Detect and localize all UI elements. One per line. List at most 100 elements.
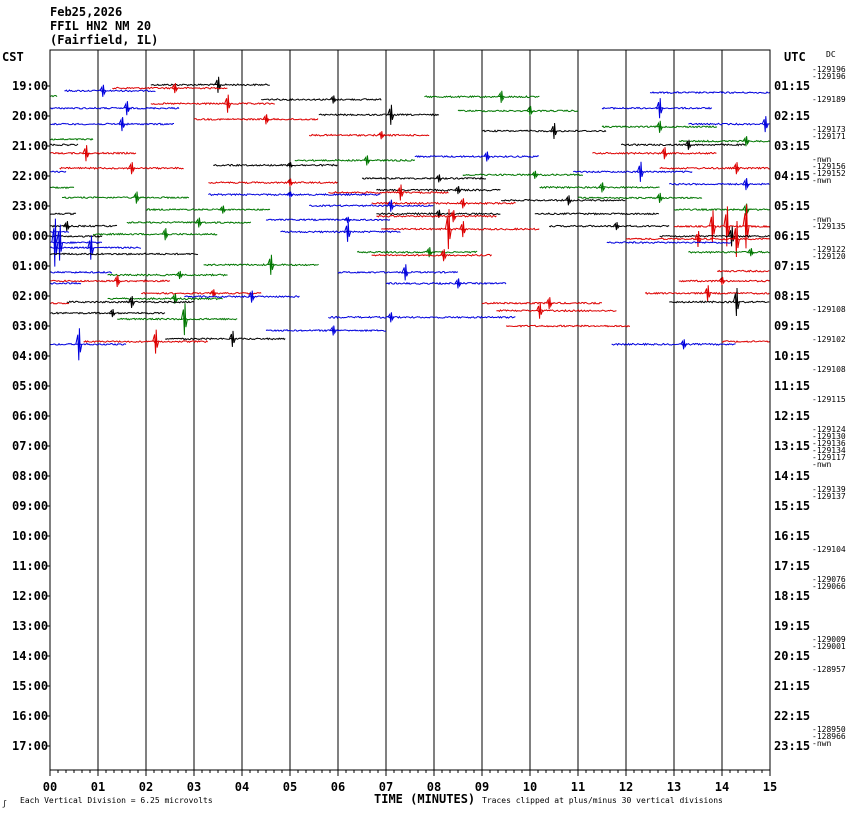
cst-label: 20:00 — [12, 109, 48, 123]
dc-offset-value: -129104 — [812, 545, 846, 554]
cst-label: 17:00 — [12, 739, 48, 753]
trace-event — [660, 147, 668, 160]
dc-offset-value: -129134 — [812, 446, 846, 455]
header-date: Feb25,2026 — [50, 5, 122, 19]
x-tick-label: 11 — [571, 780, 585, 794]
trace-event — [63, 221, 71, 232]
trace-event — [761, 116, 769, 133]
dc-offset-value: -129108 — [812, 365, 846, 374]
trace-event — [598, 182, 606, 193]
trace-line — [308, 133, 430, 137]
utc-label: 12:15 — [774, 409, 810, 423]
trace-line — [49, 246, 142, 250]
trace-line — [49, 137, 94, 141]
trace-event — [536, 302, 544, 319]
trace-line — [659, 234, 770, 238]
trace-event — [82, 145, 90, 162]
x-tick-label: 05 — [283, 780, 297, 794]
minute-gridlines — [97, 50, 723, 770]
cst-label: 12:00 — [12, 589, 48, 603]
x-tick-label: 08 — [427, 780, 441, 794]
trace-line — [49, 122, 174, 126]
trace-event — [545, 297, 553, 310]
dc-offset-value: -129139 — [812, 485, 846, 494]
utc-label: 04:15 — [774, 169, 810, 183]
seismic-traces — [49, 76, 771, 361]
trace-line — [265, 218, 391, 222]
trace-event — [161, 228, 169, 241]
x-tick-label: 02 — [139, 780, 153, 794]
cst-label: 10:00 — [12, 529, 48, 543]
trace-event — [732, 162, 740, 175]
trace-event — [329, 95, 337, 104]
dc-offset-value: -129120 — [812, 252, 846, 261]
trace-line — [328, 315, 516, 319]
x-tick-label: 03 — [187, 780, 201, 794]
trace-event — [262, 114, 270, 125]
trace-event — [531, 170, 539, 179]
trace-line — [49, 186, 75, 190]
trace-event — [454, 186, 462, 195]
utc-label: 10:15 — [774, 349, 810, 363]
trace-event — [454, 278, 462, 289]
trace-event — [51, 218, 59, 267]
utc-label: 22:15 — [774, 709, 810, 723]
dc-offset-value: -129122 — [812, 245, 846, 254]
trace-line — [66, 300, 195, 304]
x-tick-label: 07 — [379, 780, 393, 794]
trace-line — [280, 230, 401, 234]
utc-label: 03:15 — [774, 139, 810, 153]
trace-event — [387, 199, 395, 212]
trace-event — [656, 120, 664, 133]
cst-label: 06:00 — [12, 409, 48, 423]
trace-line — [717, 269, 770, 273]
x-axis-ticks: 00 01 02 03 04 05 06 07 08 09 10 11 12 13 14 15 — [43, 770, 777, 794]
trace-event — [214, 76, 222, 93]
trace-line — [165, 337, 286, 341]
trace-line — [193, 117, 319, 121]
utc-label: 20:15 — [774, 649, 810, 663]
trace-event — [286, 162, 294, 169]
dc-offset-value: -nwn — [812, 155, 831, 164]
trace-line — [141, 291, 262, 295]
cst-label: 08:00 — [12, 469, 48, 483]
trace-line — [83, 340, 208, 344]
trace-line — [361, 176, 486, 180]
dc-offset-value: -nwn — [812, 215, 831, 224]
dc-offset-value: -128966 — [812, 732, 846, 741]
trace-event — [708, 210, 716, 243]
trace-event — [267, 254, 275, 275]
trace-event — [171, 83, 179, 94]
trace-event — [387, 104, 395, 125]
trace-line — [49, 143, 79, 147]
trace-event — [329, 325, 337, 336]
cst-label: 05:00 — [12, 379, 48, 393]
x-tick-label: 06 — [331, 780, 345, 794]
trace-event — [224, 94, 232, 113]
trace-line — [337, 270, 459, 274]
cst-label: 04:00 — [12, 349, 48, 363]
dc-offset-labels: -129196-129196-129189-129173-129171-nwn-… — [812, 65, 846, 748]
trace-line — [294, 158, 416, 162]
trace-event — [680, 339, 688, 350]
trace-line — [318, 113, 440, 117]
header-location: (Fairfield, IL) — [50, 33, 158, 47]
trace-line — [150, 102, 275, 106]
trace-event — [195, 217, 203, 228]
cst-label: 13:00 — [12, 619, 48, 633]
x-tick-label: 09 — [475, 780, 489, 794]
trace-line — [308, 204, 434, 208]
dc-offset-value: -nwn — [812, 176, 831, 185]
trace-line — [539, 185, 660, 190]
trace-event — [742, 136, 750, 147]
dc-offset-value: -129135 — [812, 222, 846, 231]
trace-line — [414, 154, 539, 158]
trace-line — [481, 301, 603, 305]
trace-line — [126, 221, 252, 224]
trace-line — [49, 302, 70, 305]
trace-line — [112, 86, 228, 90]
utc-label: 14:15 — [774, 469, 810, 483]
dc-offset-value: -129001 — [812, 642, 846, 651]
trace-event — [128, 295, 136, 309]
trace-event — [656, 192, 664, 203]
